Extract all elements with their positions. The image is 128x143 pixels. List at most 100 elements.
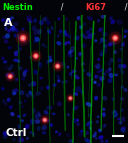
Ellipse shape [6,34,9,38]
Ellipse shape [67,66,69,68]
Ellipse shape [74,75,79,79]
Text: Nestin: Nestin [3,3,33,12]
Ellipse shape [118,118,120,120]
Ellipse shape [70,51,72,52]
Ellipse shape [5,66,7,68]
Ellipse shape [2,57,4,60]
Ellipse shape [32,82,35,86]
Ellipse shape [103,32,106,36]
Ellipse shape [64,31,66,33]
Ellipse shape [83,23,86,26]
Ellipse shape [30,57,31,58]
Ellipse shape [98,19,100,22]
Circle shape [70,98,71,99]
Ellipse shape [102,113,105,115]
Ellipse shape [18,116,20,117]
Ellipse shape [108,62,111,65]
Ellipse shape [11,65,13,67]
Ellipse shape [109,68,111,70]
Ellipse shape [64,42,67,45]
Ellipse shape [11,113,14,116]
Ellipse shape [110,58,113,62]
Ellipse shape [123,65,126,68]
Ellipse shape [114,51,116,53]
Ellipse shape [100,52,102,54]
Ellipse shape [20,91,24,94]
Ellipse shape [8,47,11,49]
Ellipse shape [125,30,127,33]
Circle shape [43,118,47,122]
Circle shape [68,96,73,101]
Ellipse shape [5,27,7,30]
Circle shape [55,64,60,68]
Circle shape [8,75,12,79]
Ellipse shape [18,61,20,62]
Ellipse shape [73,106,77,110]
Circle shape [9,75,12,78]
Text: /: / [58,3,66,12]
Ellipse shape [47,120,49,122]
Ellipse shape [15,29,18,32]
Ellipse shape [30,132,32,133]
Ellipse shape [106,70,110,73]
Ellipse shape [89,73,90,75]
Ellipse shape [3,100,5,103]
Ellipse shape [2,18,6,22]
Circle shape [34,54,38,58]
Ellipse shape [87,123,88,125]
Ellipse shape [20,37,23,42]
Ellipse shape [113,42,115,45]
Ellipse shape [97,83,100,86]
Ellipse shape [4,23,6,25]
Circle shape [114,37,116,39]
Ellipse shape [39,63,41,67]
Ellipse shape [45,46,47,47]
Ellipse shape [43,18,46,21]
Ellipse shape [67,134,69,137]
Ellipse shape [42,126,46,129]
Ellipse shape [70,72,72,75]
Ellipse shape [103,40,106,42]
Ellipse shape [100,77,102,80]
Ellipse shape [56,131,57,133]
Ellipse shape [118,59,121,62]
Circle shape [44,119,45,121]
Circle shape [30,51,41,61]
Ellipse shape [57,63,59,65]
Ellipse shape [122,43,124,46]
Ellipse shape [4,61,7,63]
Ellipse shape [6,18,11,22]
Ellipse shape [97,64,100,68]
Ellipse shape [14,89,18,92]
Ellipse shape [11,27,15,31]
Ellipse shape [48,60,52,62]
Ellipse shape [57,35,59,37]
Ellipse shape [46,20,50,24]
Ellipse shape [121,86,124,89]
Ellipse shape [25,125,29,128]
Circle shape [6,72,15,81]
Ellipse shape [103,108,105,110]
Ellipse shape [47,86,49,89]
Text: /: / [122,3,128,12]
Circle shape [34,54,38,58]
Ellipse shape [13,27,15,30]
Ellipse shape [86,103,91,106]
Circle shape [113,36,117,40]
Ellipse shape [3,135,7,139]
Ellipse shape [59,133,61,136]
Ellipse shape [8,23,10,26]
Ellipse shape [18,139,21,142]
Circle shape [69,97,72,100]
Ellipse shape [101,68,103,72]
Ellipse shape [80,26,82,28]
Ellipse shape [66,18,67,20]
Ellipse shape [8,76,10,79]
Ellipse shape [34,40,36,43]
Circle shape [53,61,63,71]
Ellipse shape [36,120,40,123]
Ellipse shape [26,127,28,129]
Ellipse shape [4,132,7,136]
Circle shape [113,35,118,41]
Ellipse shape [34,29,38,34]
